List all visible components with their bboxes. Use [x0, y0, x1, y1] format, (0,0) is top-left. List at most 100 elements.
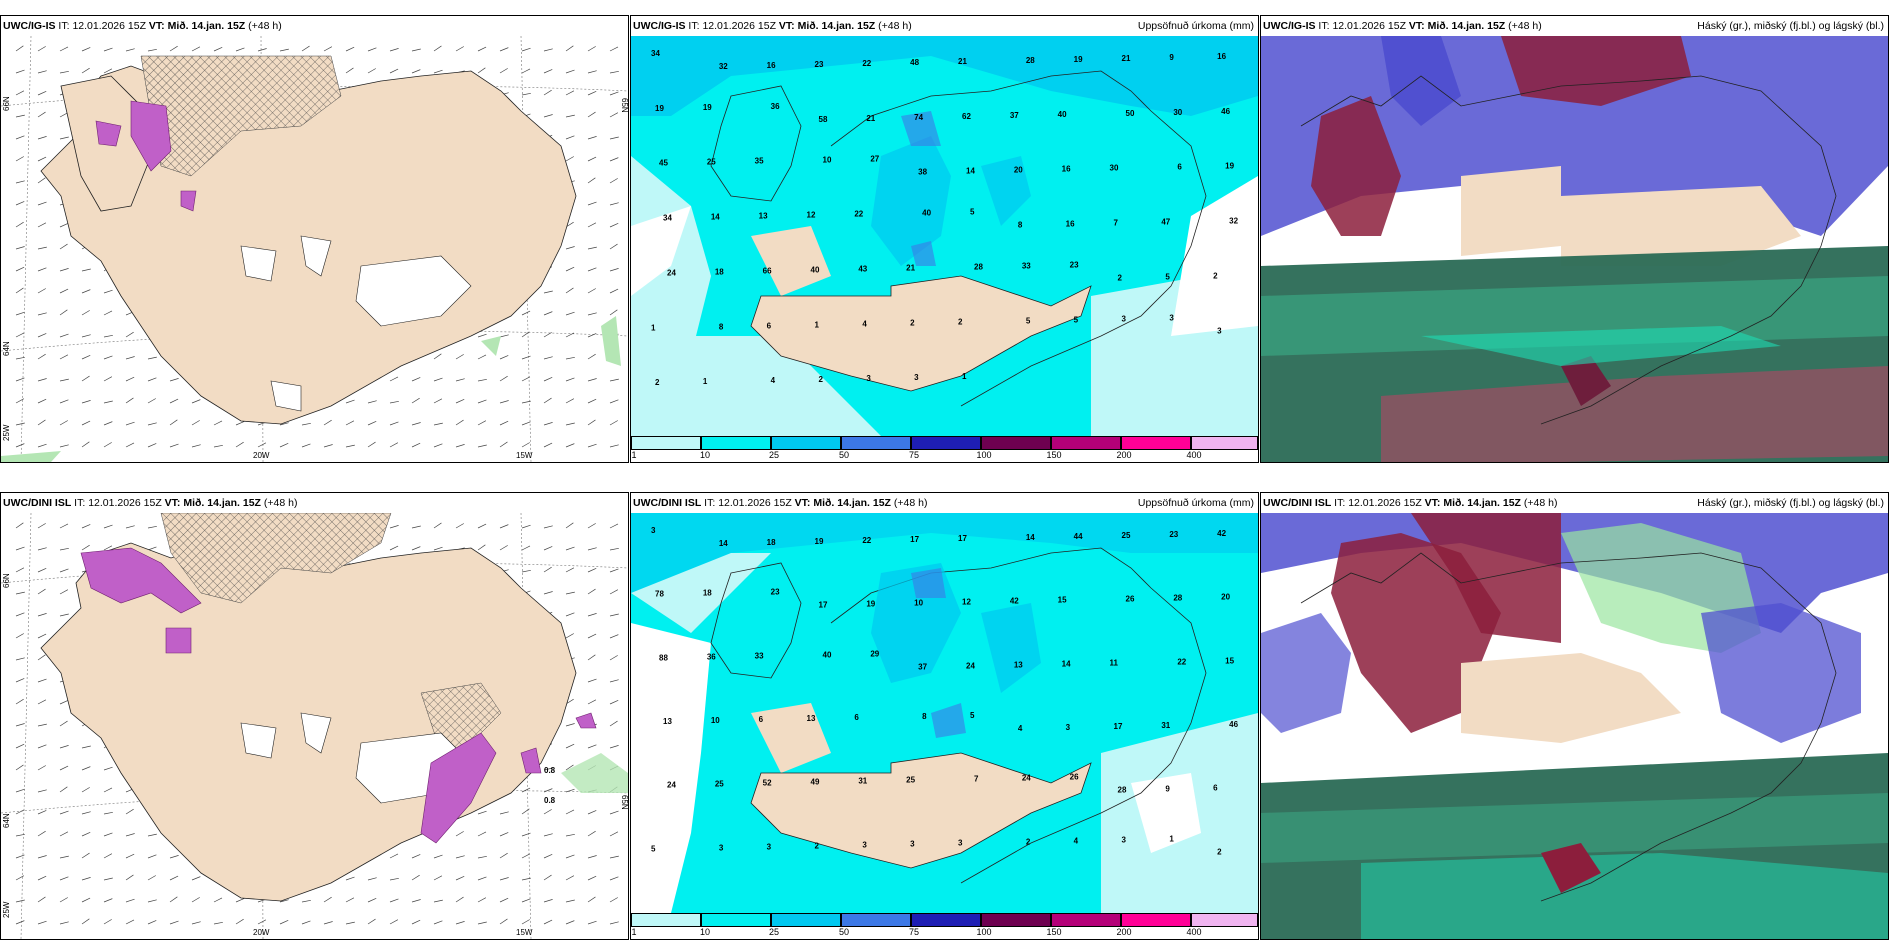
wind-barb	[433, 920, 443, 925]
wind-barb	[169, 855, 179, 859]
wind-barb	[411, 422, 421, 426]
wind-barb	[609, 157, 619, 162]
wind-barb	[455, 896, 464, 903]
precip-value-label: 4	[1074, 836, 1079, 845]
precip-value-label: 4	[1018, 724, 1023, 733]
wind-barb	[367, 68, 376, 74]
wind-barb	[125, 442, 135, 448]
cb-box-7	[1051, 913, 1121, 927]
vt-label: VT:	[778, 20, 795, 32]
wind-value-label: 0.8	[544, 796, 556, 805]
precip-value-label: 36	[771, 102, 780, 111]
precip-value-label: 38	[918, 168, 927, 177]
wind-barb	[455, 399, 465, 404]
cb-label: 10	[699, 927, 711, 937]
wind-barb	[521, 787, 531, 793]
cb-box-9	[1191, 436, 1258, 450]
wind-barb	[433, 353, 442, 360]
cb-label: 400	[1186, 450, 1202, 460]
precip-value-label: 32	[719, 62, 728, 71]
precip-value-label: 12	[807, 211, 816, 220]
wind-barb	[59, 855, 69, 859]
wind-barb	[609, 399, 619, 404]
precip-value-label: 26	[1070, 773, 1079, 782]
cb-label: 200	[1116, 927, 1132, 937]
valid-time: Mið. 14.jan. 15Z	[1443, 497, 1521, 509]
vt-label: VT:	[794, 497, 811, 509]
cb-label: 50	[838, 450, 850, 460]
wind-barb	[565, 90, 575, 96]
it-label: IT:	[58, 20, 70, 32]
wind-barb	[565, 422, 575, 426]
lon-label-20w: 20W	[253, 928, 270, 937]
cb-box-4	[841, 436, 911, 450]
precip-value-label: 22	[862, 536, 871, 545]
wind-barb	[587, 91, 597, 96]
precip-value-label: 3	[914, 373, 919, 382]
precip-value-label: 33	[1022, 261, 1031, 270]
wind-barb	[37, 333, 47, 338]
wind-barb	[565, 875, 575, 881]
wind-barb	[103, 289, 113, 294]
precip-value-label: 19	[655, 104, 664, 113]
wind-barb	[37, 419, 46, 426]
panel-header: UWC/DINI ISL IT: 12.01.2026 15Z VT: Mið.…	[1261, 493, 1888, 513]
cb-box-8	[1121, 436, 1191, 450]
wind-barb	[345, 46, 355, 52]
wind-barb	[169, 920, 179, 925]
wind-barb	[15, 875, 25, 881]
wind-barb	[59, 765, 69, 771]
wind-barb	[455, 921, 465, 925]
wind-barb	[323, 896, 332, 903]
wind-barb	[433, 377, 443, 382]
wind-barb	[37, 613, 47, 617]
wind-barb	[37, 896, 46, 903]
map-area	[1261, 36, 1888, 462]
wind-barb	[103, 766, 113, 771]
wind-barb	[565, 788, 575, 793]
cb-box-8	[1121, 913, 1191, 927]
wind-barb	[389, 400, 399, 404]
wind-barb	[279, 899, 289, 903]
wind-barb	[499, 852, 508, 859]
cb-label: 150	[1046, 927, 1062, 937]
precip-value-label: 3	[719, 843, 724, 852]
wind-barb	[609, 700, 619, 705]
precip-value-label: 24	[1022, 774, 1031, 783]
wind-barb	[565, 920, 575, 925]
wind-barb	[565, 743, 575, 749]
precip-value-label: 88	[659, 653, 668, 662]
wind-barb	[389, 421, 399, 426]
valid-time: Mið. 14.jan. 15Z	[1427, 20, 1506, 32]
wind-barb	[59, 354, 69, 360]
wind-barb	[477, 876, 487, 881]
precip-value-label: 48	[910, 58, 919, 67]
precip-value-label: 13	[759, 212, 768, 221]
wind-barb	[477, 921, 487, 925]
wind-barb	[59, 333, 69, 338]
wind-barb	[499, 897, 509, 903]
wind-barb	[609, 745, 619, 749]
wind-barb	[499, 832, 509, 837]
wind-barb	[81, 745, 91, 749]
wind-barb	[411, 546, 421, 551]
precip-value-label: 5	[1165, 272, 1170, 281]
wind-barb	[433, 875, 443, 881]
wind-barb	[125, 853, 135, 859]
wind-barb	[587, 156, 597, 162]
lon-label-20w: 20W	[253, 451, 270, 460]
wind-barb	[15, 743, 25, 749]
precip-value-label: 5	[1074, 315, 1079, 324]
wind-barb	[521, 898, 531, 903]
wind-barb	[565, 591, 575, 595]
wind-barb	[389, 898, 399, 903]
wind-barb	[433, 546, 443, 551]
lead-time: (+48 h)	[1508, 20, 1542, 32]
wind-barb	[59, 786, 68, 793]
precip-value-label: 30	[1173, 108, 1182, 117]
wind-barb	[15, 591, 25, 595]
panel-clouds-igis: UWC/IG-IS IT: 12.01.2026 15Z VT: Mið. 14…	[1260, 15, 1889, 463]
precip-value-label: 3	[1169, 313, 1174, 322]
it-label: IT:	[688, 20, 700, 32]
wind-barb	[37, 267, 47, 272]
